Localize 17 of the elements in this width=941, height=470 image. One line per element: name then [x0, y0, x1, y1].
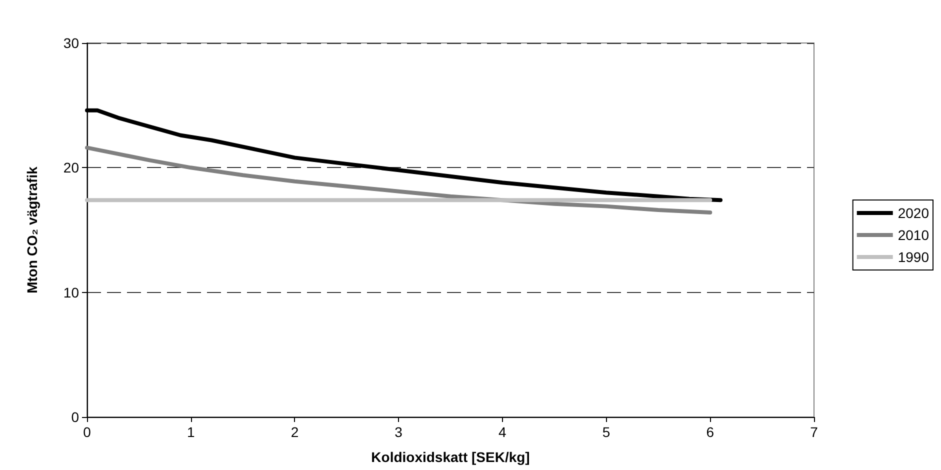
legend-label: 2010 [898, 227, 930, 243]
x-tick-label: 4 [498, 424, 507, 440]
x-tick-label: 6 [706, 424, 714, 440]
x-tick-label: 2 [290, 424, 299, 440]
legend-label: 2020 [898, 205, 930, 221]
x-tick-label: 0 [83, 424, 92, 440]
legend-label: 1990 [898, 249, 930, 265]
x-tick-label: 5 [602, 424, 610, 440]
x-tick-label: 1 [186, 424, 195, 440]
y-tick-label: 0 [71, 409, 80, 425]
y-axis-title: Mton CO₂ vägtrafik [24, 166, 40, 294]
x-tick-label: 7 [810, 424, 818, 440]
y-tick-label: 20 [63, 160, 80, 176]
y-tick-label: 10 [63, 284, 80, 300]
y-tick-label: 30 [63, 35, 80, 51]
x-tick-label: 3 [394, 424, 403, 440]
x-axis-title: Koldioxidskatt [SEK/kg] [371, 449, 530, 465]
